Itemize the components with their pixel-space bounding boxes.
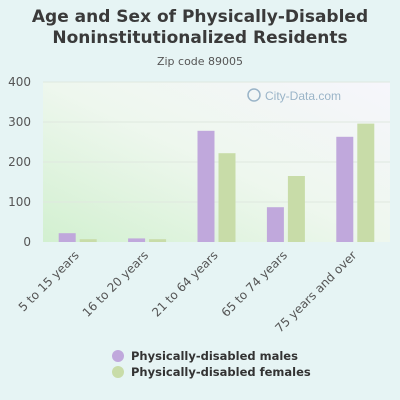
bar-males-3[interactable] [266,207,284,242]
bar-males-1[interactable] [128,238,146,242]
chart-title: Age and Sex of Physically-Disabled Nonin… [0,7,400,49]
watermark: City-Data.com [247,88,341,103]
legend-item-males: Physically-disabled males [112,348,311,364]
bars [58,123,375,242]
bar-males-4[interactable] [336,136,354,242]
bar-females-3[interactable] [287,176,305,242]
bar-females-4[interactable] [357,123,375,242]
bar-females-1[interactable] [149,239,167,242]
bar-females-2[interactable] [218,153,236,242]
y-tick-label: 100 [8,195,31,209]
bar-males-2[interactable] [197,130,215,242]
legend-swatch [112,366,124,378]
bar-males-0[interactable] [58,233,76,242]
y-tick-label: 0 [23,235,31,249]
y-tick-label: 300 [8,115,31,129]
grid-lines [43,81,390,203]
x-tick-label: 21 to 64 years [149,248,220,319]
x-tick-label: 65 to 74 years [219,248,290,319]
legend-item-females: Physically-disabled females [112,364,311,380]
y-tick-label: 400 [8,75,31,89]
bar-females-0[interactable] [79,239,97,242]
x-tick-label: 5 to 15 years [16,248,82,314]
y-tick-label: 200 [8,155,31,169]
x-tick-label: 16 to 20 years [80,248,151,319]
legend-swatch [112,350,124,362]
chart-title-line-1: Age and Sex of Physically-Disabled [31,7,369,27]
watermark-text: City-Data.com [265,89,341,103]
legend-label: Physically-disabled males [131,349,298,363]
legend-label: Physically-disabled females [131,365,311,379]
legend: Physically-disabled males Physically-disa… [112,348,311,380]
chart-title-line-2: Noninstitutionalized Residents [52,28,348,48]
chart-subtitle: Zip code 89005 [156,55,244,68]
y-axis: 0 100 200 300 400 [8,75,31,249]
